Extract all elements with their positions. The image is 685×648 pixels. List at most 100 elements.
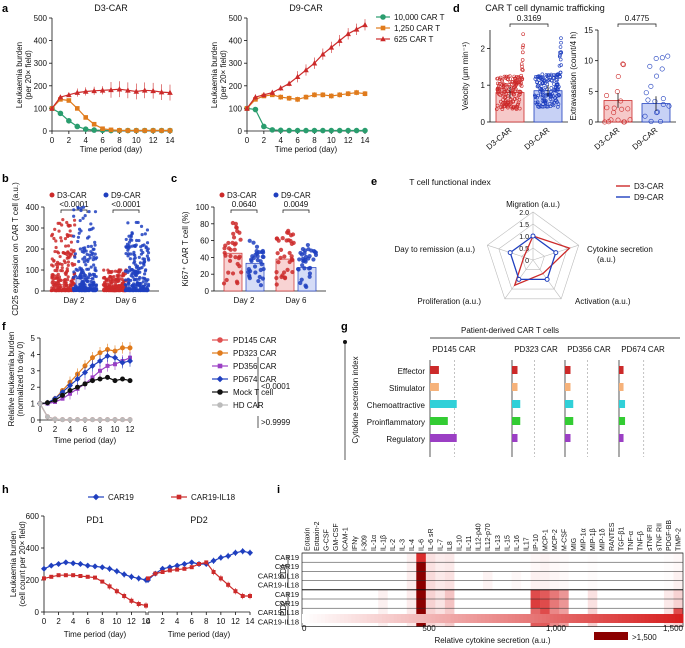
legend-label: PD145 CAR: [233, 336, 277, 345]
group-label: PD2: [279, 600, 288, 616]
y-tick-label: 4: [31, 350, 36, 359]
data-point: [52, 236, 56, 241]
data-point: [295, 97, 300, 102]
color-scale-step: [599, 614, 604, 623]
heatmap-cell: [502, 580, 512, 590]
data-point: [554, 80, 559, 85]
data-point: [73, 288, 77, 292]
chart-b-cd25: 0 100 200 300 400 D3-CAR D9-CAR Day 2 <0.0001 Day…: [11, 182, 159, 316]
data-point: [139, 252, 144, 256]
data-point: [60, 396, 65, 401]
data-point: [134, 243, 138, 247]
legend-label: D3-CAR: [57, 191, 87, 200]
data-point: [92, 281, 96, 285]
legend-marker: [380, 25, 386, 31]
data-point: [67, 223, 71, 228]
heatmap-cell: [578, 562, 589, 572]
data-point: [517, 106, 522, 111]
heatmap-cell: [587, 553, 598, 563]
data-point: [233, 255, 238, 260]
bar-proinflammatory: [512, 417, 521, 425]
data-point: [258, 283, 264, 288]
heatmap-cell: [473, 580, 484, 590]
column-label: IL-2: [390, 539, 397, 551]
data-point: [121, 571, 128, 578]
row-label: CAR19: [275, 590, 299, 599]
x-axis-label: Time period (day): [80, 145, 143, 154]
column-label: GM-CSF: [333, 523, 340, 551]
data-point: [305, 242, 310, 248]
x-tick-label: 8: [117, 136, 122, 145]
data-point: [76, 206, 80, 210]
data-point: [135, 288, 139, 292]
data-point: [550, 92, 555, 96]
column-label: IL-3: [400, 539, 407, 551]
data-point: [552, 101, 556, 105]
data-point: [337, 92, 343, 98]
y-tick-label: 100: [196, 203, 210, 212]
data-point: [297, 257, 302, 262]
data-point: [60, 262, 64, 267]
heatmap-cell: [359, 608, 369, 618]
data-point: [252, 106, 259, 113]
data-point: [122, 594, 127, 598]
heatmap-cell: [530, 589, 541, 599]
heatmap-cell: [482, 589, 493, 599]
panel-label-f: f: [2, 321, 6, 333]
data-point: [619, 106, 625, 112]
data-point: [85, 574, 90, 579]
heatmap-cell: [549, 589, 560, 599]
data-point: [521, 50, 525, 55]
data-point: [252, 264, 258, 269]
heatmap-cell: [463, 580, 474, 590]
x-tick-label: D9-CAR: [523, 125, 552, 151]
data-point: [235, 281, 240, 286]
data-point: [89, 244, 93, 248]
heatmap-cell: [559, 571, 569, 581]
color-scale-step: [332, 614, 337, 623]
data-point: [139, 248, 143, 252]
data-point: [62, 287, 67, 292]
heatmap-cell: [540, 580, 550, 590]
data-point: [608, 117, 614, 123]
data-point: [105, 374, 110, 380]
color-scale-step: [637, 614, 642, 623]
data-point: [116, 86, 123, 92]
data-point: [555, 72, 560, 77]
heatmap-cell: [492, 589, 503, 599]
radar-axis-label: Migration (a.u.): [506, 200, 560, 209]
legend-label: PD323 CAR: [233, 349, 277, 358]
column-label: MIP-1α: [580, 528, 587, 551]
radar-tick-label: 0: [525, 258, 529, 265]
data-point: [287, 250, 292, 256]
color-scale-step: [576, 614, 581, 623]
column-label: MIP-1β: [590, 528, 597, 551]
data-point: [558, 57, 563, 62]
heatmap-cell: [654, 571, 665, 581]
heatmap-cell: [625, 580, 636, 590]
y-tick-label: 200: [229, 82, 243, 91]
data-point: [535, 84, 540, 89]
data-point: [307, 271, 313, 276]
heatmap-cell: [654, 553, 665, 563]
data-point: [287, 259, 292, 265]
data-point: [69, 240, 74, 244]
chart-d-trafficking: CAR T cell dynamic trafficking 0 1 2 D3-CAR D…: [461, 3, 676, 152]
y-tick-label: 200: [34, 82, 48, 91]
color-scale-step: [359, 614, 364, 623]
data-point: [139, 224, 144, 228]
heatmap-cell: [549, 580, 560, 590]
data-point: [518, 82, 523, 87]
p-value-label: <0.0001: [111, 200, 141, 209]
legend-marker: [380, 36, 386, 42]
heatmap-cell: [349, 608, 360, 618]
data-point: [54, 245, 58, 250]
data-point: [658, 119, 664, 125]
data-point: [82, 260, 86, 264]
chart-title: PD1: [86, 515, 104, 525]
data-point: [320, 127, 326, 134]
data-point: [142, 261, 146, 265]
data-point: [224, 277, 229, 283]
heatmap-cell: [521, 599, 531, 609]
heatmap-cell: [673, 599, 684, 609]
